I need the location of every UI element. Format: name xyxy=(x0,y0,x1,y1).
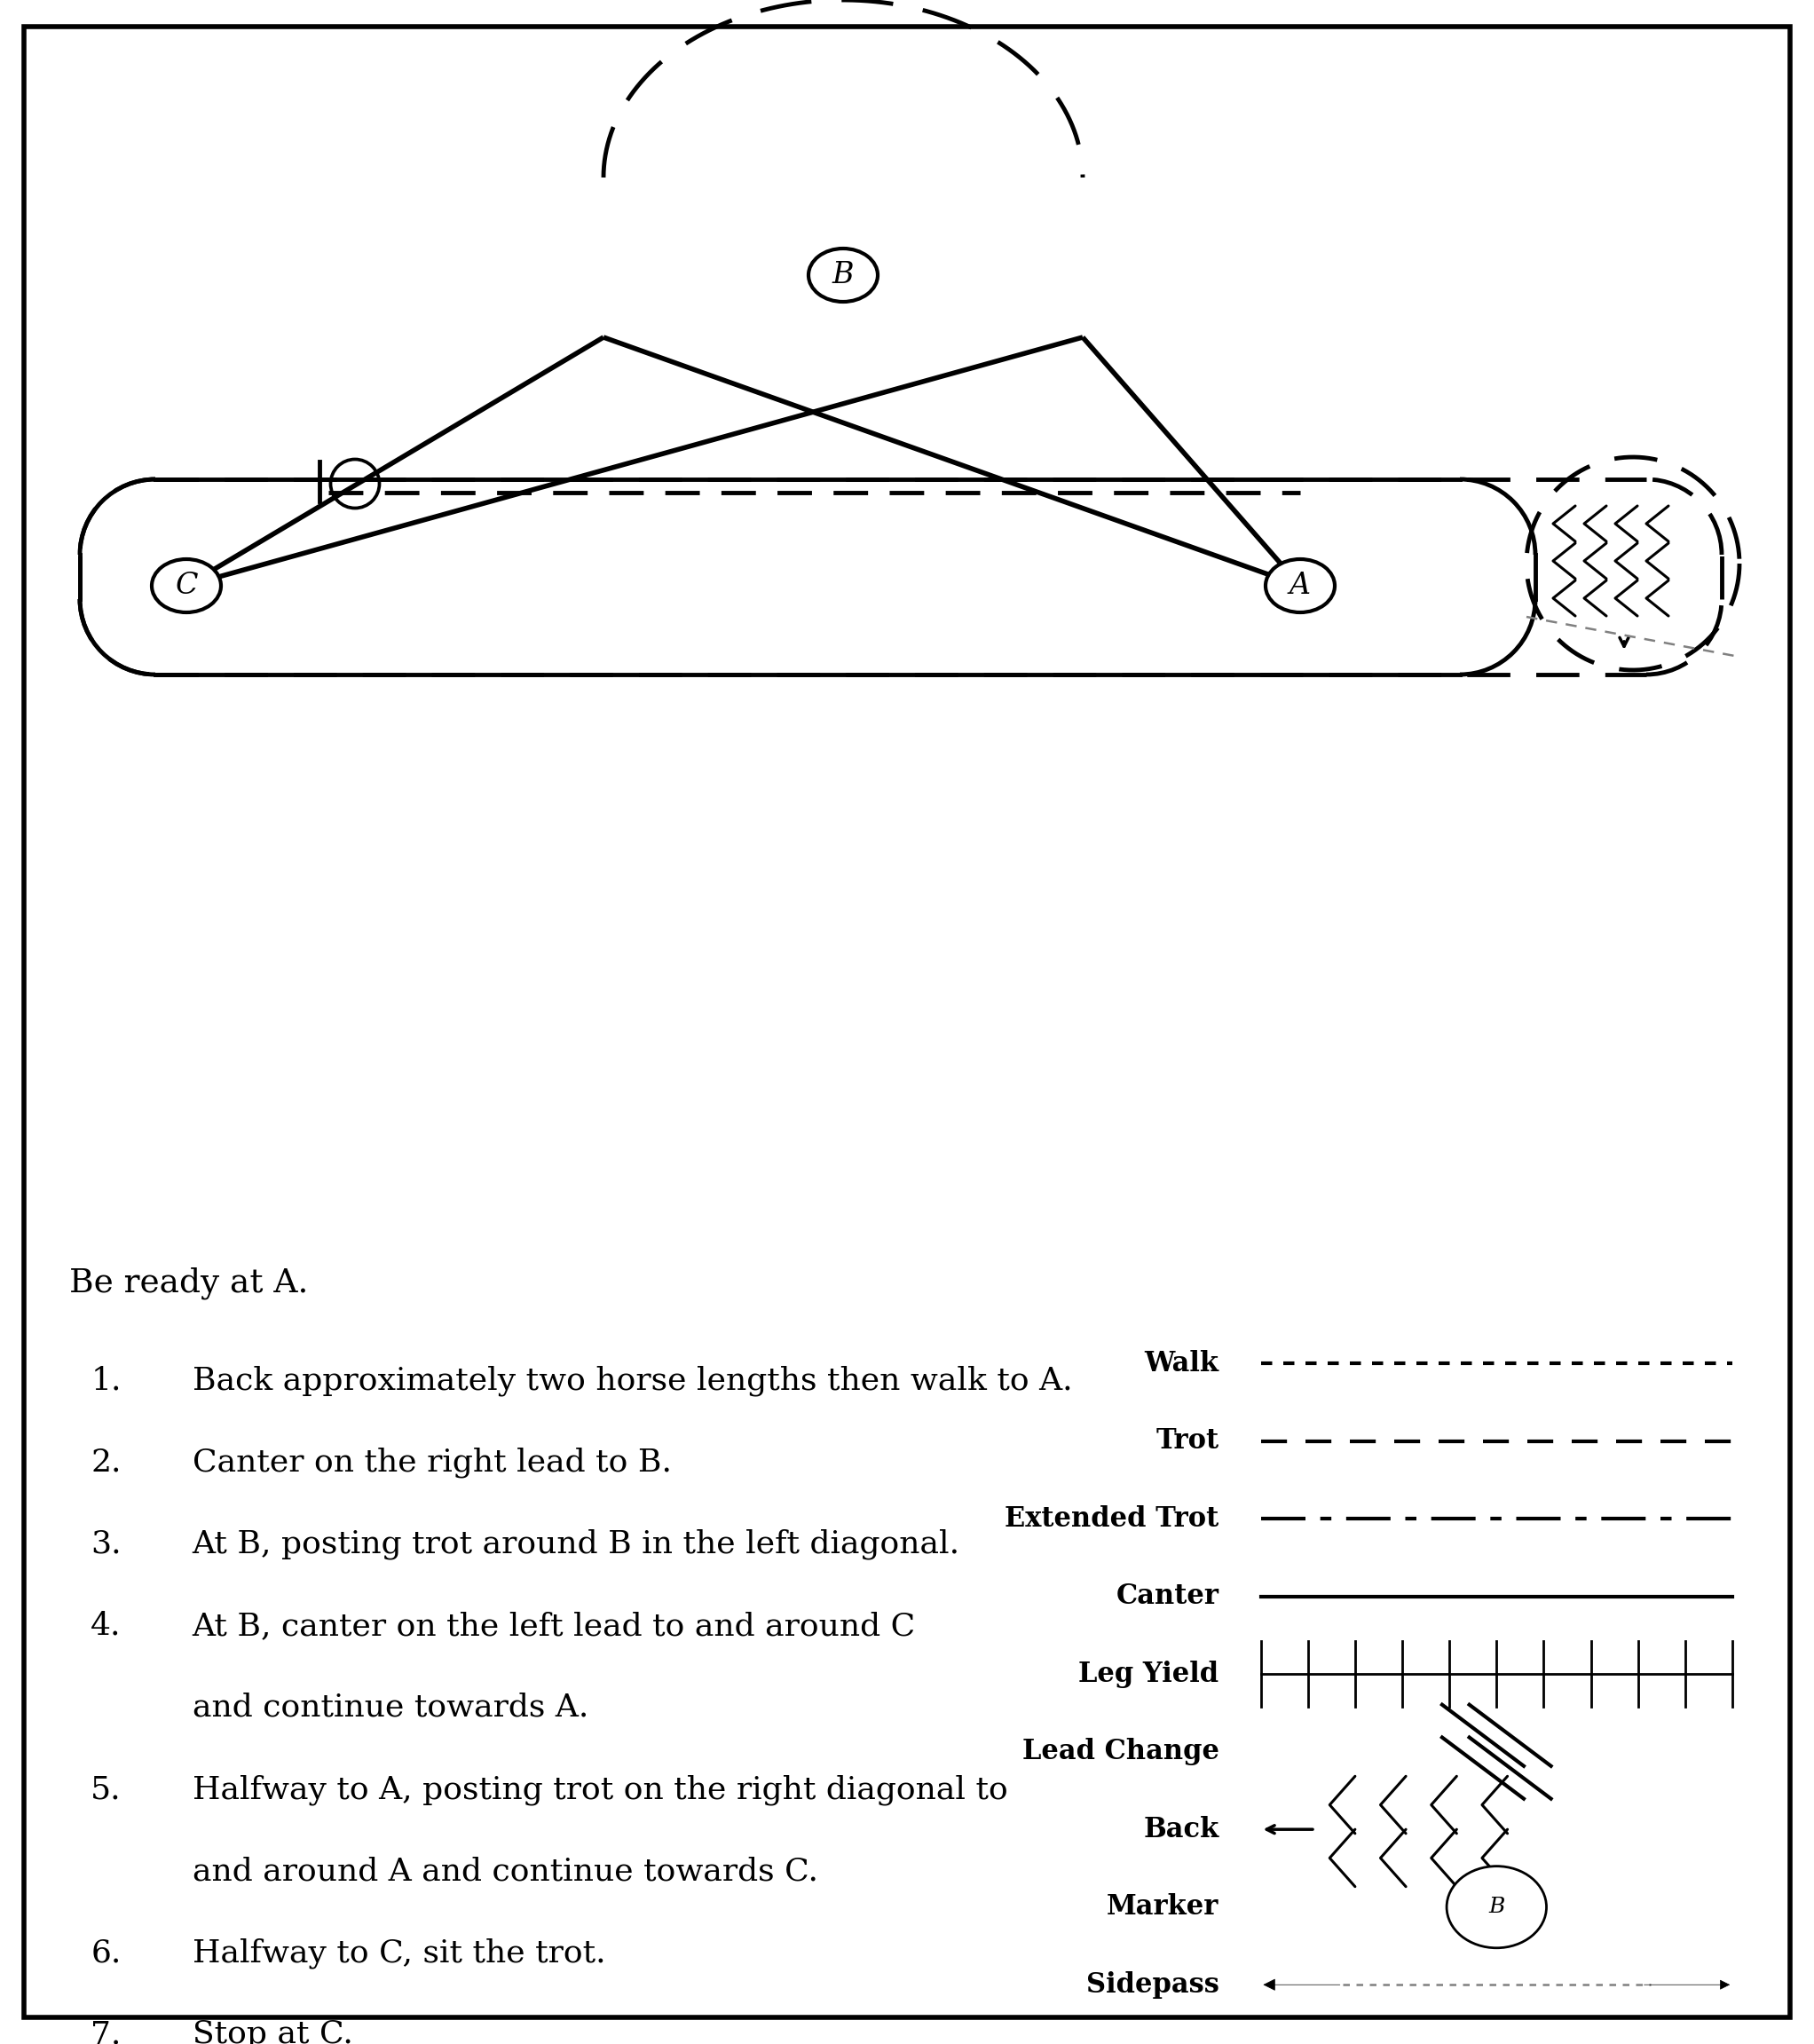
Ellipse shape xyxy=(1448,1866,1546,1948)
Text: and around A and continue towards C.: and around A and continue towards C. xyxy=(192,1856,818,1887)
Text: Canter: Canter xyxy=(1116,1582,1219,1611)
Text: 7.: 7. xyxy=(91,2019,122,2044)
Text: 4.: 4. xyxy=(91,1611,122,1641)
Text: Stop at C.: Stop at C. xyxy=(192,2019,352,2044)
Text: and continue towards A.: and continue towards A. xyxy=(192,1692,588,1723)
Text: A: A xyxy=(1290,572,1312,601)
Ellipse shape xyxy=(1266,560,1335,613)
Text: Halfway to A, posting trot on the right diagonal to: Halfway to A, posting trot on the right … xyxy=(192,1774,1007,1805)
Text: Halfway to C, sit the trot.: Halfway to C, sit the trot. xyxy=(192,1938,606,1968)
Text: 1.: 1. xyxy=(91,1365,122,1396)
Text: Walk: Walk xyxy=(1145,1349,1219,1378)
Text: B: B xyxy=(1489,1897,1504,1917)
Text: 6.: 6. xyxy=(91,1938,122,1968)
Text: At B, posting trot around B in the left diagonal.: At B, posting trot around B in the left … xyxy=(192,1529,960,1560)
Text: Trot: Trot xyxy=(1156,1427,1219,1455)
Text: Marker: Marker xyxy=(1107,1893,1219,1921)
Ellipse shape xyxy=(809,249,878,303)
Ellipse shape xyxy=(152,560,221,613)
Text: C: C xyxy=(176,572,198,601)
Text: 3.: 3. xyxy=(91,1529,122,1560)
Text: Canter on the right lead to B.: Canter on the right lead to B. xyxy=(192,1447,671,1478)
Text: B: B xyxy=(833,262,854,290)
Text: Back approximately two horse lengths then walk to A.: Back approximately two horse lengths the… xyxy=(192,1365,1072,1396)
Text: Sidepass: Sidepass xyxy=(1087,1970,1219,1999)
Text: Back: Back xyxy=(1143,1815,1219,1844)
Text: Extended Trot: Extended Trot xyxy=(1005,1504,1219,1533)
Text: Be ready at A.: Be ready at A. xyxy=(69,1267,308,1300)
Text: 2.: 2. xyxy=(91,1447,122,1478)
Text: At B, canter on the left lead to and around C: At B, canter on the left lead to and aro… xyxy=(192,1611,916,1641)
Text: Lead Change: Lead Change xyxy=(1021,1737,1219,1766)
Text: Leg Yield: Leg Yield xyxy=(1079,1660,1219,1688)
Text: 5.: 5. xyxy=(91,1774,122,1805)
